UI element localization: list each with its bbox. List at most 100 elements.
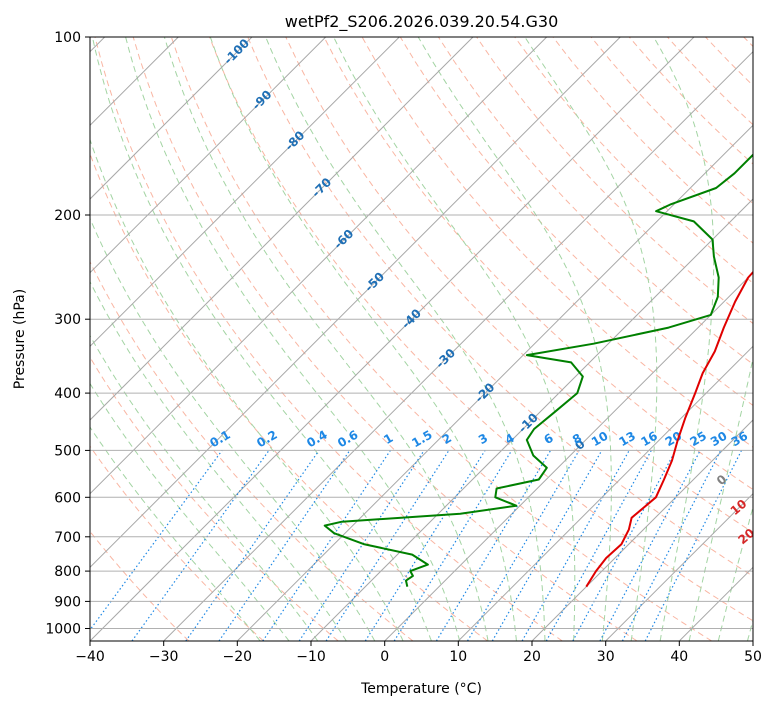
dry-adiabat-line <box>90 260 414 641</box>
mixing-ratio-line <box>364 450 486 641</box>
mixing-ratio-line <box>599 450 701 641</box>
mixing-ratio-line <box>466 450 580 641</box>
theta-label: 20 <box>735 526 757 547</box>
moist-adiabat-line <box>653 37 715 641</box>
y-tick-label: 1000 <box>45 622 81 638</box>
y-axis-label: Pressure (hPa) <box>12 289 28 389</box>
x-tick-label: 10 <box>449 649 467 665</box>
y-tick-label: 800 <box>54 564 81 580</box>
plot-frame <box>89 36 754 642</box>
pressure-gridlines <box>90 37 753 629</box>
x-axis-label: Temperature (°C) <box>360 681 482 697</box>
moist-adiabat-line <box>417 37 612 641</box>
isotherm-line <box>90 37 400 348</box>
isotherm-line <box>90 37 253 200</box>
moist-adiabat-line <box>91 37 432 641</box>
isotherm-line <box>531 419 753 641</box>
y-tick-label: 300 <box>54 312 81 328</box>
y-tick-label: 200 <box>54 208 81 224</box>
isotherm-line <box>752 640 753 641</box>
chart-title: wetPf2_S206.2026.039.20.54.G30 <box>285 12 559 32</box>
x-tick-label: 20 <box>523 649 541 665</box>
isotherm-line <box>90 37 327 274</box>
dry-adiabat-line <box>209 37 753 622</box>
dry-adiabat-line <box>247 37 753 577</box>
moist-adiabat-line <box>265 37 546 641</box>
dry-adiabat-line <box>90 530 190 641</box>
dry-adiabat-line <box>90 152 488 641</box>
isotherm-line <box>605 492 753 641</box>
moist-adiabat-line <box>90 426 261 641</box>
mixing-ratio-line <box>491 450 603 641</box>
x-tick-label: −30 <box>149 649 179 665</box>
mixing-ratio-line <box>90 450 223 631</box>
mixing-ratio-label: 0.6 <box>335 428 360 451</box>
mixing-ratio-line <box>572 450 677 641</box>
x-axis-ticks: −40 −30 −20 −10 0 10 20 30 40 50 <box>75 641 762 665</box>
moist-adiabat-line <box>688 355 753 641</box>
mixing-ratio-line <box>545 450 652 641</box>
x-tick-label: 50 <box>744 649 762 665</box>
moist-adiabat-line <box>90 280 347 641</box>
dry-adiabat-line <box>285 37 753 534</box>
y-tick-label: 900 <box>54 594 81 610</box>
theta-label: 30 <box>758 547 775 568</box>
isotherm-label: -60 <box>331 227 356 252</box>
mixing-ratio-label: 13 <box>616 429 637 449</box>
dry-adiabat-line <box>705 37 753 87</box>
isotherm-line <box>384 271 753 641</box>
mixing-ratio-line <box>185 450 320 641</box>
mixing-ratio-label: 0.4 <box>304 428 329 451</box>
mixing-ratio-line <box>131 450 270 641</box>
moist-adiabat-line <box>90 138 404 641</box>
moist-adiabat-line <box>524 37 658 641</box>
mixing-ratio-line <box>521 450 630 641</box>
temperature-profile-line <box>585 270 753 588</box>
moist-adiabat-line <box>747 618 753 641</box>
dry-adiabat-line <box>437 37 753 365</box>
isotherm-line <box>163 50 753 641</box>
dry-adiabat-line <box>514 37 753 284</box>
mixing-ratio-label: 16 <box>639 429 660 449</box>
moist-adiabat-line <box>125 37 461 641</box>
y-tick-label: 600 <box>54 490 81 506</box>
background-lines <box>90 37 753 641</box>
y-tick-label: 700 <box>54 530 81 546</box>
mixing-ratio-label: 0.2 <box>254 428 279 451</box>
mixing-ratio-line <box>218 450 351 641</box>
isotherm-line <box>90 37 548 495</box>
moist-adiabat-line <box>90 217 376 641</box>
mixing-ratio-label: 6 <box>541 431 555 447</box>
moist-adiabat-line <box>717 505 753 641</box>
dry-adiabat-line <box>90 445 264 641</box>
isotherm-label: -10 <box>516 410 541 435</box>
mixing-ratio-label: 1 <box>381 431 395 447</box>
isotherm-line <box>90 37 621 569</box>
sounding-profiles <box>323 153 753 588</box>
y-tick-label: 400 <box>54 386 81 402</box>
dry-adiabat-line <box>90 356 339 641</box>
moist-adiabat-line <box>163 37 489 641</box>
moist-adiabat-line <box>90 334 319 641</box>
mixing-ratio-line <box>325 450 450 641</box>
dewpoint-profile-line <box>323 153 753 587</box>
mixing-ratio-line <box>393 450 513 641</box>
isotherm-line <box>678 566 753 641</box>
dry-adiabat-line <box>170 37 712 641</box>
moist-adiabat-line <box>209 37 517 641</box>
mixing-ratio-label: 3 <box>476 431 490 447</box>
dry-adiabat-line <box>667 37 753 126</box>
x-tick-label: −20 <box>223 649 253 665</box>
mixing-ratio-line <box>298 450 425 641</box>
dry-adiabat-line <box>323 37 753 491</box>
y-tick-label: 500 <box>54 443 81 459</box>
x-tick-label: −40 <box>75 649 105 665</box>
dry-adiabat-line <box>94 37 563 641</box>
y-tick-label: 100 <box>54 30 81 46</box>
mixing-ratio-label: 2 <box>440 431 454 447</box>
x-tick-label: 0 <box>380 649 389 665</box>
dry-adiabat-line <box>743 37 753 48</box>
mixing-ratio-label: 4 <box>503 431 517 447</box>
isotherm-line <box>90 37 474 421</box>
